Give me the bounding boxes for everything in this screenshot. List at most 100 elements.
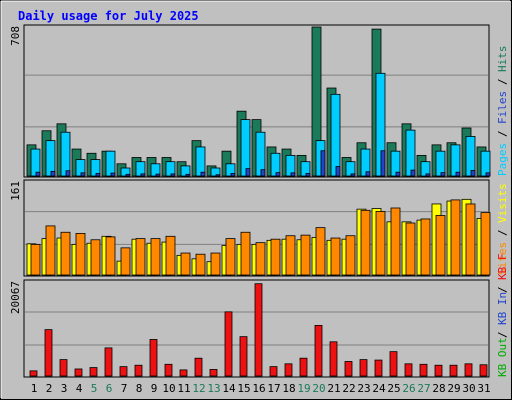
bar-pages-day-19 [305, 173, 311, 177]
bar-sites-day-undefined [300, 234, 311, 276]
x-tick-label: 27 [417, 382, 430, 395]
bar-pages-day-16 [260, 169, 266, 177]
bar-sites-day-undefined [180, 252, 191, 276]
bar-sites-day-undefined [360, 209, 371, 276]
bar-kb-f-day-undefined [479, 364, 488, 377]
bar-files-day-13 [210, 167, 221, 177]
bar-kb-f-day-undefined [464, 363, 473, 377]
bar-kb-f-day-undefined [299, 357, 308, 377]
bar-pages-day-12 [200, 171, 206, 177]
x-tick-label: 21 [327, 382, 340, 395]
x-tick-label: 9 [151, 382, 158, 395]
bar-pages-day-20 [320, 150, 326, 177]
bar-kb-f-day-undefined [329, 341, 338, 377]
bar-pages-day-7 [125, 173, 131, 177]
bar-files-day-6 [105, 150, 116, 177]
bar-kb-f-day-undefined [419, 363, 428, 377]
x-tick-label: 20 [312, 382, 325, 395]
x-tick-label: 7 [121, 382, 128, 395]
bar-kb-f-day-undefined [254, 283, 263, 377]
bar-sites-day-undefined [465, 203, 476, 276]
bar-sites-day-undefined [45, 225, 56, 276]
x-tick-label: 6 [106, 382, 113, 395]
x-tick-label: 14 [222, 382, 236, 395]
legend-sep-4: / [496, 331, 509, 338]
legend-sep-3: / [496, 229, 509, 236]
bar-pages-day-4 [80, 172, 86, 177]
bar-kb-f-day-undefined [404, 363, 413, 377]
bar-kb-f-day-undefined [104, 347, 113, 377]
bar-files-day-12 [195, 146, 206, 177]
x-tick-label: 26 [402, 382, 415, 395]
bar-pages-day-30 [470, 170, 476, 177]
bar-sites-day-undefined [120, 247, 131, 276]
bar-sites-day-undefined [210, 252, 221, 276]
bar-sites-day-undefined [345, 235, 356, 276]
chart-title: Daily usage for July 2025 [18, 9, 199, 23]
bar-pages-day-17 [275, 172, 281, 177]
bar-files-day-9 [150, 163, 161, 177]
bar-sites-day-undefined [315, 227, 326, 276]
bar-sites-day-undefined [135, 238, 146, 276]
bar-kb-f-day-undefined [194, 357, 203, 377]
x-tick-label: 10 [162, 382, 175, 395]
bar-sites-day-undefined [195, 253, 206, 276]
legend-sep-1: / [496, 130, 509, 137]
bar-files-day-25 [390, 150, 401, 177]
bar-sites-day-undefined [150, 238, 161, 276]
bar-pages-day-25 [395, 171, 401, 177]
bar-files-day-26 [405, 129, 416, 177]
bar-kb-f-day-undefined [359, 359, 368, 377]
side-legend-middle: Sites / Visits [496, 183, 509, 275]
bar-files-day-5 [90, 159, 101, 177]
x-tick-label: 29 [447, 382, 460, 395]
bar-sites-day-undefined [270, 238, 281, 276]
bar-files-day-10 [165, 161, 176, 177]
bar-kb-f-day-undefined [44, 329, 53, 377]
x-tick-label: 31 [477, 382, 490, 395]
bar-kb-f-day-undefined [314, 325, 323, 377]
bar-kb-f-day-undefined [59, 359, 68, 377]
bar-kb-f-day-undefined [29, 370, 38, 377]
bar-files-day-23 [360, 148, 371, 177]
x-tick-label: 8 [136, 382, 143, 395]
x-tick-label: 13 [207, 382, 220, 395]
bar-pages-day-11 [185, 173, 191, 177]
x-tick-label: 28 [432, 382, 445, 395]
bar-pages-day-13 [215, 174, 221, 177]
bar-files-day-2 [45, 140, 56, 177]
bar-kb-f-day-undefined [344, 361, 353, 377]
x-tick-label: 1 [31, 382, 38, 395]
legend-kb-out: KB Out [496, 337, 509, 377]
bar-kb-f-day-undefined [149, 339, 158, 377]
bar-files-day-16 [255, 131, 266, 177]
bar-files-day-22 [345, 161, 356, 177]
bar-files-day-1 [30, 148, 41, 177]
legend-sep-2: / [496, 78, 509, 85]
bar-sites-day-undefined [480, 212, 491, 276]
x-tick-label: 16 [252, 382, 265, 395]
bar-pages-day-14 [230, 173, 236, 177]
bar-sites-day-undefined [435, 215, 446, 276]
bar-pages-day-8 [140, 173, 146, 177]
bar-pages-day-28 [440, 172, 446, 177]
bars-top [26, 26, 491, 177]
bar-kb-f-day-undefined [449, 364, 458, 377]
side-legend-top: Pages / Files / Hits [496, 46, 509, 177]
side-legend-bottom: KB Out / KB In / KB F [496, 254, 509, 378]
legend-hits: Hits [496, 46, 509, 73]
x-tick-label: 17 [267, 382, 280, 395]
bars-middle [26, 198, 491, 276]
x-tick-label: 5 [91, 382, 98, 395]
bar-pages-day-29 [455, 171, 461, 177]
bar-sites-day-undefined [405, 222, 416, 276]
bar-kb-f-day-undefined [374, 359, 383, 377]
bar-pages-day-24 [380, 150, 386, 177]
bar-files-day-30 [465, 136, 476, 177]
bar-sites-day-undefined [225, 238, 236, 276]
bar-kb-f-day-undefined [179, 369, 188, 377]
bar-kb-f-day-undefined [434, 364, 443, 377]
hits-files-pages-panel: 708 Pages / Files / Hits [9, 24, 509, 178]
legend-kb-in: KB In [496, 292, 509, 325]
bar-sites-day-undefined [255, 242, 266, 276]
